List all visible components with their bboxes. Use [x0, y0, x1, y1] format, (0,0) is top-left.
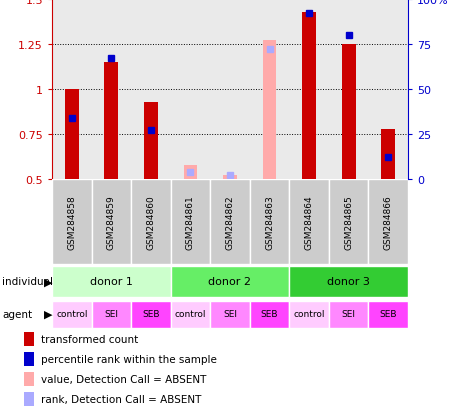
Bar: [91, 301, 131, 328]
Text: ▶: ▶: [44, 277, 52, 287]
Bar: [52, 0, 91, 180]
Bar: [24, 392, 34, 406]
Bar: [131, 180, 170, 264]
Bar: [170, 266, 289, 297]
Text: percentile rank within the sample: percentile rank within the sample: [40, 354, 216, 364]
Bar: [104, 63, 118, 180]
Text: value, Detection Call = ABSENT: value, Detection Call = ABSENT: [40, 374, 206, 384]
Bar: [24, 372, 34, 386]
Bar: [289, 301, 328, 328]
Bar: [289, 0, 328, 180]
Text: control: control: [293, 310, 324, 319]
Bar: [144, 102, 157, 180]
Text: GSM284859: GSM284859: [106, 195, 116, 249]
Bar: [341, 45, 355, 180]
Text: SEB: SEB: [379, 310, 396, 319]
Bar: [328, 180, 368, 264]
Text: GSM284863: GSM284863: [264, 195, 274, 249]
Bar: [24, 332, 34, 347]
Text: SEI: SEI: [104, 310, 118, 319]
Bar: [91, 180, 131, 264]
Text: GSM284864: GSM284864: [304, 195, 313, 249]
Text: rank, Detection Call = ABSENT: rank, Detection Call = ABSENT: [40, 394, 201, 404]
Bar: [52, 301, 91, 328]
Bar: [24, 352, 34, 366]
Text: GSM284862: GSM284862: [225, 195, 234, 249]
Text: donor 1: donor 1: [90, 277, 133, 287]
Bar: [52, 180, 91, 264]
Text: GSM284860: GSM284860: [146, 195, 155, 249]
Text: GSM284858: GSM284858: [67, 195, 76, 249]
Bar: [210, 301, 249, 328]
Bar: [368, 301, 407, 328]
Bar: [381, 129, 394, 180]
Bar: [52, 266, 170, 297]
Bar: [170, 180, 210, 264]
Text: ▶: ▶: [44, 309, 52, 319]
Bar: [249, 0, 289, 180]
Text: SEI: SEI: [341, 310, 355, 319]
Bar: [131, 0, 170, 180]
Bar: [91, 0, 131, 180]
Bar: [368, 0, 407, 180]
Bar: [289, 266, 407, 297]
Bar: [170, 0, 210, 180]
Bar: [210, 180, 249, 264]
Text: transformed count: transformed count: [40, 334, 138, 344]
Text: GSM284861: GSM284861: [185, 195, 195, 249]
Bar: [183, 165, 197, 180]
Bar: [328, 0, 368, 180]
Text: donor 3: donor 3: [326, 277, 369, 287]
Text: control: control: [174, 310, 206, 319]
Bar: [210, 0, 249, 180]
Bar: [249, 301, 289, 328]
Bar: [131, 301, 170, 328]
Bar: [65, 90, 78, 180]
Bar: [302, 12, 315, 180]
Text: GSM284866: GSM284866: [383, 195, 392, 249]
Text: control: control: [56, 310, 87, 319]
Bar: [289, 180, 328, 264]
Text: SEB: SEB: [260, 310, 278, 319]
Bar: [328, 301, 368, 328]
Text: SEI: SEI: [223, 310, 236, 319]
Bar: [223, 176, 236, 180]
Text: donor 2: donor 2: [208, 277, 251, 287]
Text: GSM284865: GSM284865: [343, 195, 353, 249]
Bar: [368, 180, 407, 264]
Bar: [170, 301, 210, 328]
Text: agent: agent: [2, 309, 32, 319]
Text: individual: individual: [2, 277, 53, 287]
Bar: [262, 41, 276, 180]
Text: SEB: SEB: [142, 310, 159, 319]
Bar: [249, 180, 289, 264]
